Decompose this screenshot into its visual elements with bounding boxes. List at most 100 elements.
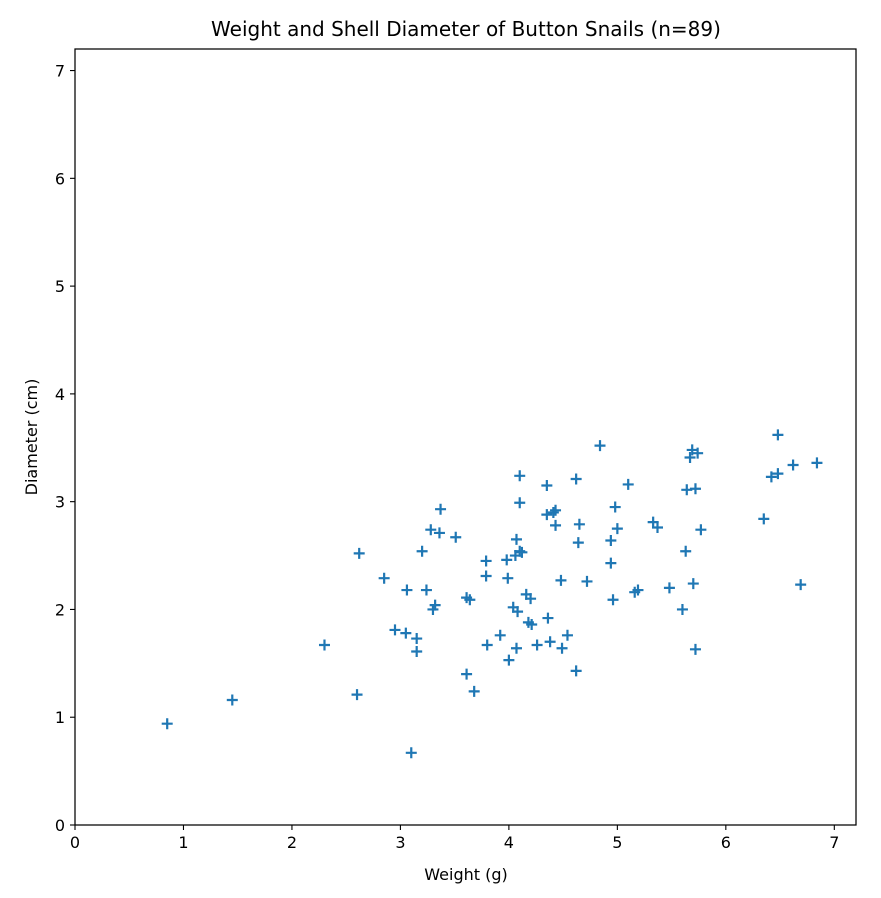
x-tick-label: 4 xyxy=(504,833,514,852)
data-point xyxy=(772,429,784,441)
data-point xyxy=(512,606,524,618)
data-point xyxy=(663,582,675,594)
data-point xyxy=(433,527,445,539)
data-point xyxy=(405,747,417,759)
data-point xyxy=(501,554,513,566)
data-point xyxy=(411,645,423,657)
data-point xyxy=(607,594,619,606)
data-point xyxy=(689,483,701,495)
data-point xyxy=(605,557,617,569)
data-point xyxy=(570,473,582,485)
y-tick-label: 3 xyxy=(55,493,65,512)
data-point xyxy=(541,480,553,491)
data-point xyxy=(526,619,538,631)
data-point xyxy=(556,642,568,654)
data-point xyxy=(542,612,554,624)
x-tick-label: 6 xyxy=(721,833,731,852)
y-tick-label: 1 xyxy=(55,708,65,727)
data-point xyxy=(758,513,770,525)
data-point xyxy=(353,547,365,559)
data-point xyxy=(787,459,799,471)
data-point xyxy=(351,689,363,701)
data-point xyxy=(503,654,515,666)
data-point xyxy=(510,533,522,545)
data-point xyxy=(514,470,526,482)
data-point xyxy=(416,545,428,557)
data-point xyxy=(611,523,623,535)
data-point xyxy=(481,639,493,651)
data-point xyxy=(684,451,696,463)
y-tick-label: 7 xyxy=(55,62,65,81)
y-tick-label: 0 xyxy=(55,816,65,835)
data-point xyxy=(695,524,707,536)
data-point xyxy=(692,447,704,459)
data-point xyxy=(594,440,606,452)
data-point xyxy=(429,599,441,611)
data-point xyxy=(531,639,543,651)
data-point xyxy=(480,570,492,582)
data-point xyxy=(525,593,537,605)
data-point xyxy=(226,694,238,706)
plot-frame xyxy=(74,48,857,826)
data-point xyxy=(468,685,480,697)
data-point xyxy=(561,629,573,641)
data-point xyxy=(570,665,582,677)
data-point xyxy=(689,643,701,655)
data-point xyxy=(401,584,413,596)
data-point xyxy=(687,578,699,590)
data-point xyxy=(772,468,784,480)
data-point xyxy=(581,575,593,587)
data-point xyxy=(622,478,634,490)
data-point xyxy=(464,594,476,606)
y-axis-ticks: 0 1 2 3 4 5 6 7 xyxy=(55,62,75,835)
data-point xyxy=(573,518,585,530)
y-tick-label: 5 xyxy=(55,277,65,296)
x-tick-label: 7 xyxy=(829,833,839,852)
y-tick-label: 6 xyxy=(55,169,65,188)
data-point xyxy=(765,471,777,483)
x-tick-label: 2 xyxy=(287,833,297,852)
data-point xyxy=(651,522,663,534)
data-point xyxy=(541,509,553,521)
x-tick-label: 0 xyxy=(70,833,80,852)
x-tick-label: 5 xyxy=(612,833,622,852)
data-point xyxy=(632,584,644,596)
data-point xyxy=(389,624,401,636)
data-point xyxy=(411,633,423,645)
data-point xyxy=(435,503,447,515)
data-point xyxy=(550,519,562,531)
x-axis-ticks: 0 1 2 3 4 5 6 7 xyxy=(70,825,839,852)
data-point xyxy=(318,639,330,651)
plot-area: 0 1 2 3 4 5 6 7 0 1 2 3 4 5 6 7 xyxy=(55,48,857,852)
chart-title: Weight and Shell Diameter of Button Snai… xyxy=(211,17,721,41)
data-point xyxy=(420,584,432,596)
y-tick-label: 4 xyxy=(55,385,65,404)
x-axis-label: Weight (g) xyxy=(424,865,507,884)
data-point xyxy=(461,668,473,680)
data-point xyxy=(516,546,528,558)
x-tick-label: 1 xyxy=(178,833,188,852)
data-point xyxy=(811,457,823,469)
data-point xyxy=(161,718,173,730)
data-point xyxy=(514,497,526,509)
data-point xyxy=(605,534,617,546)
data-point xyxy=(502,572,514,584)
data-point xyxy=(547,506,559,518)
data-point xyxy=(400,627,412,639)
data-point xyxy=(680,545,692,557)
data-point xyxy=(378,572,390,584)
data-point xyxy=(572,537,584,549)
x-tick-label: 3 xyxy=(395,833,405,852)
data-point xyxy=(480,555,492,567)
y-tick-label: 2 xyxy=(55,600,65,619)
data-point xyxy=(450,531,462,543)
data-point xyxy=(494,629,506,641)
data-points xyxy=(161,429,823,759)
data-point xyxy=(550,504,562,516)
data-point xyxy=(555,574,567,586)
data-point xyxy=(795,579,807,591)
data-point xyxy=(510,642,522,654)
